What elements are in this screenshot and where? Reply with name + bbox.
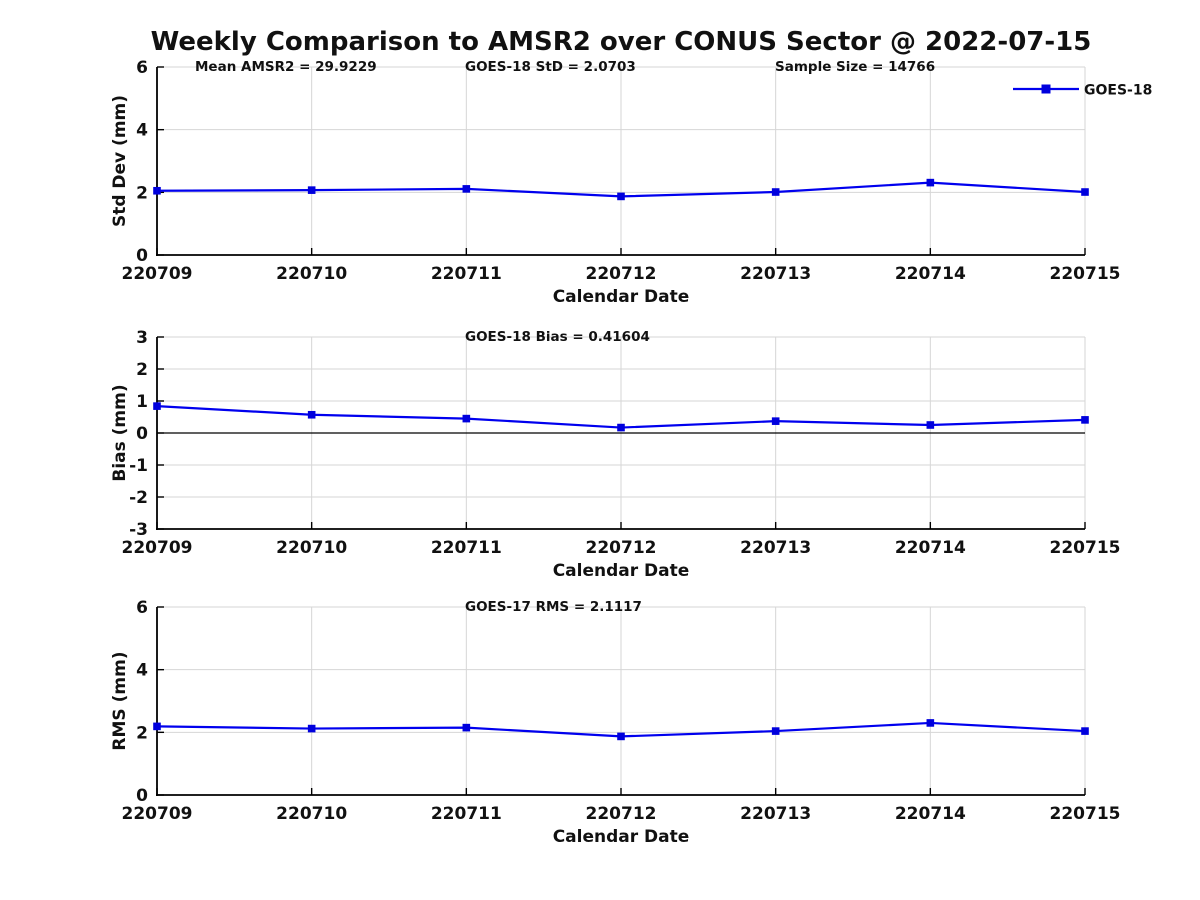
x-tick-label: 220709 [122, 804, 193, 824]
x-tick-label: 220710 [276, 264, 347, 284]
data-point-marker [153, 402, 161, 410]
data-point-marker [617, 192, 625, 201]
y-tick-label: 2 [136, 360, 148, 380]
figure-title: Weekly Comparison to AMSR2 over CONUS Se… [150, 27, 1092, 57]
x-tick-label: 220712 [586, 804, 657, 824]
y-tick-label: 6 [136, 598, 148, 618]
y-tick-label: 0 [136, 424, 148, 444]
data-point-marker [771, 727, 780, 735]
data-point-marker [617, 732, 625, 741]
y-tick-label: -2 [129, 488, 148, 508]
y-tick-label: 4 [136, 121, 148, 141]
data-point-marker [153, 722, 161, 731]
x-tick-label: 220715 [1050, 264, 1121, 284]
x-tick-label: 220714 [895, 538, 966, 558]
y-tick-label: -3 [129, 520, 148, 540]
y-axis-title: Std Dev (mm) [110, 95, 130, 227]
data-point-marker [307, 410, 316, 419]
y-axis-title: RMS (mm) [110, 651, 130, 750]
y-tick-label: 0 [136, 246, 148, 266]
data-point-marker [771, 188, 780, 196]
x-tick-label: 220715 [1050, 804, 1121, 824]
x-tick-label: 220714 [895, 804, 966, 824]
y-tick-label: 2 [136, 183, 148, 203]
legend-label: GOES-18 [1084, 83, 1152, 99]
x-tick-label: 220712 [586, 264, 657, 284]
data-point-marker [462, 185, 471, 193]
x-tick-label: 220711 [431, 264, 502, 284]
data-point-marker [926, 719, 935, 727]
y-tick-label: 0 [136, 786, 148, 806]
x-tick-label: 220712 [586, 538, 657, 558]
x-tick-label: 220709 [122, 264, 193, 284]
x-tick-label: 220710 [276, 804, 347, 824]
data-point-marker [307, 186, 316, 194]
x-axis-title: Calendar Date [553, 287, 690, 307]
data-point-marker [926, 421, 935, 429]
x-tick-label: 220711 [431, 804, 502, 824]
data-point-marker [617, 423, 625, 432]
x-axis-title: Calendar Date [553, 561, 690, 581]
y-tick-label: 2 [136, 723, 148, 743]
x-tick-label: 220713 [740, 264, 811, 284]
annotation: GOES-18 Bias = 0.41604 [465, 329, 650, 345]
x-tick-label: 220711 [431, 538, 502, 558]
data-point-marker [1081, 727, 1089, 735]
y-axis-title: Bias (mm) [110, 384, 130, 481]
x-tick-label: 220713 [740, 538, 811, 558]
y-tick-label: 1 [136, 392, 148, 412]
x-tick-label: 220713 [740, 804, 811, 824]
y-tick-label: 4 [136, 661, 148, 681]
y-tick-label: 3 [136, 328, 148, 348]
annotation: GOES-18 StD = 2.0703 [465, 59, 636, 75]
legend-marker [1041, 84, 1051, 94]
data-point-marker [462, 414, 471, 423]
subplot-bias: 220709 220710 220711 220712 220713 220714 2207… [110, 328, 1120, 581]
data-point-marker [771, 417, 780, 425]
y-tick-label: 6 [136, 58, 148, 78]
annotation: GOES-17 RMS = 2.1117 [465, 599, 642, 615]
data-point-marker [153, 186, 161, 195]
x-axis-title: Calendar Date [553, 827, 690, 847]
annotation: Mean AMSR2 = 29.9229 [195, 59, 377, 75]
data-point-marker [307, 724, 316, 733]
data-point-marker [462, 723, 471, 732]
x-tick-label: 220714 [895, 264, 966, 284]
x-tick-label: 220715 [1050, 538, 1121, 558]
data-point-marker [1081, 188, 1089, 196]
x-tick-label: 220710 [276, 538, 347, 558]
annotation: Sample Size = 14766 [775, 59, 935, 75]
data-point-marker [926, 178, 935, 187]
data-point-marker [1081, 416, 1089, 424]
y-tick-label: -1 [129, 456, 148, 476]
subplot-rms: 220709 220710 220711 220712 220713 220714 2207… [110, 598, 1120, 847]
x-tick-label: 220709 [122, 538, 193, 558]
legend: GOES-18 [1013, 83, 1152, 99]
subplot-std-dev: 220709 220710 220711 220712 220713 220714 2207… [110, 58, 1152, 307]
